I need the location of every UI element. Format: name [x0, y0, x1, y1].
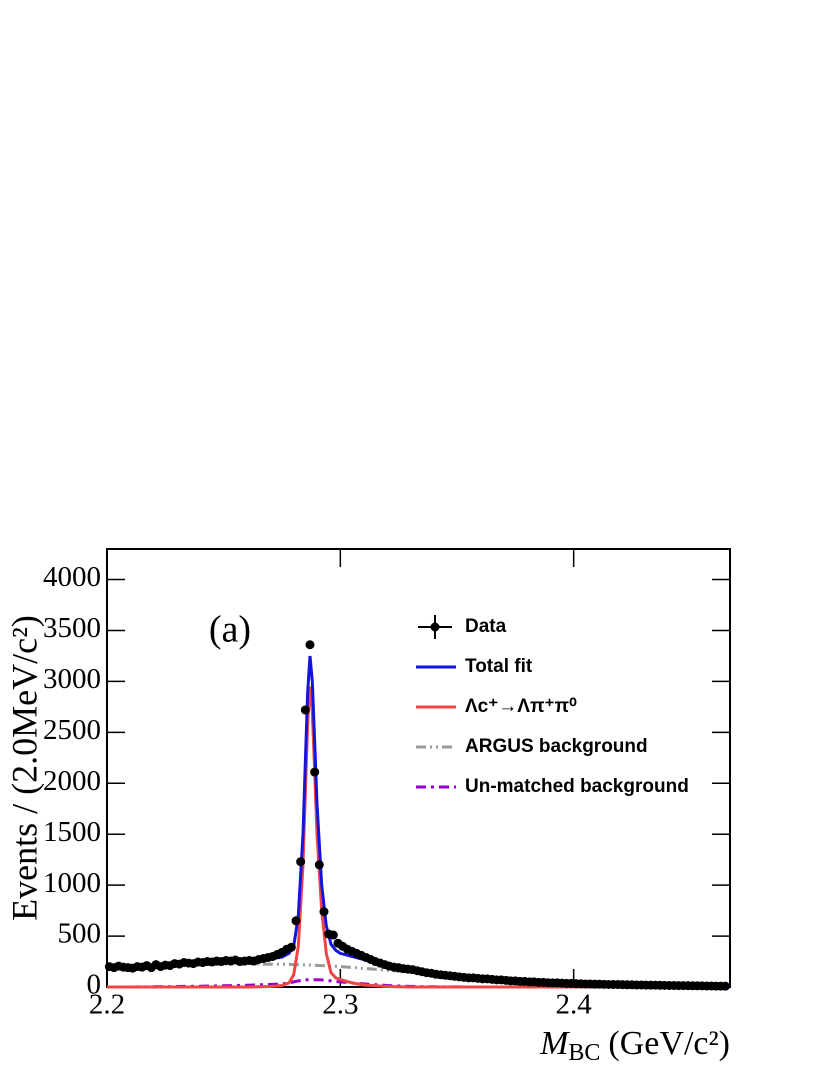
data-point — [296, 857, 306, 867]
x-label-symbol: M — [539, 1025, 570, 1062]
fit-curve — [107, 686, 730, 989]
y-tick-label: 500 — [58, 918, 102, 950]
data-point — [314, 860, 324, 870]
x-tick-label: 2.2 — [89, 989, 125, 1021]
data-point — [305, 640, 315, 650]
legend-label: Λc⁺→Λπ⁺π⁰ — [465, 696, 577, 717]
x-axis-label: MBC (GeV/c²) — [539, 1025, 730, 1066]
x-label-subscript: BC — [568, 1040, 600, 1066]
y-tick-label: 3000 — [43, 663, 101, 695]
y-tick-label: 2500 — [43, 714, 101, 746]
x-tick-label: 2.3 — [322, 989, 358, 1021]
legend-label: Total fit — [465, 656, 533, 677]
data-point — [310, 767, 320, 777]
data-point — [291, 916, 301, 926]
legend-label: ARGUS background — [465, 736, 648, 757]
data-point — [319, 907, 329, 917]
data-point — [720, 981, 730, 991]
y-tick-label: 2000 — [43, 765, 101, 797]
legend-label: Data — [465, 616, 507, 637]
x-tick-label: 2.4 — [556, 989, 593, 1021]
plot-frame — [106, 548, 731, 988]
data-point — [328, 930, 338, 940]
legend-marker — [430, 622, 440, 632]
y-tick-label: 1500 — [43, 816, 101, 848]
x-label-unit: (GeV/c²) — [608, 1025, 730, 1062]
y-tick-label: 4000 — [43, 561, 101, 593]
data-point — [286, 942, 296, 952]
data-point — [300, 705, 310, 715]
y-tick-label: 0 — [87, 969, 102, 1001]
y-tick-label: 1000 — [43, 867, 101, 899]
y-tick-label: 3500 — [43, 612, 101, 644]
y-axis-label: Events / (2.0MeV/c²) — [4, 615, 44, 921]
annotation: (a) — [209, 609, 251, 651]
legend-label: Un-matched background — [465, 776, 689, 797]
